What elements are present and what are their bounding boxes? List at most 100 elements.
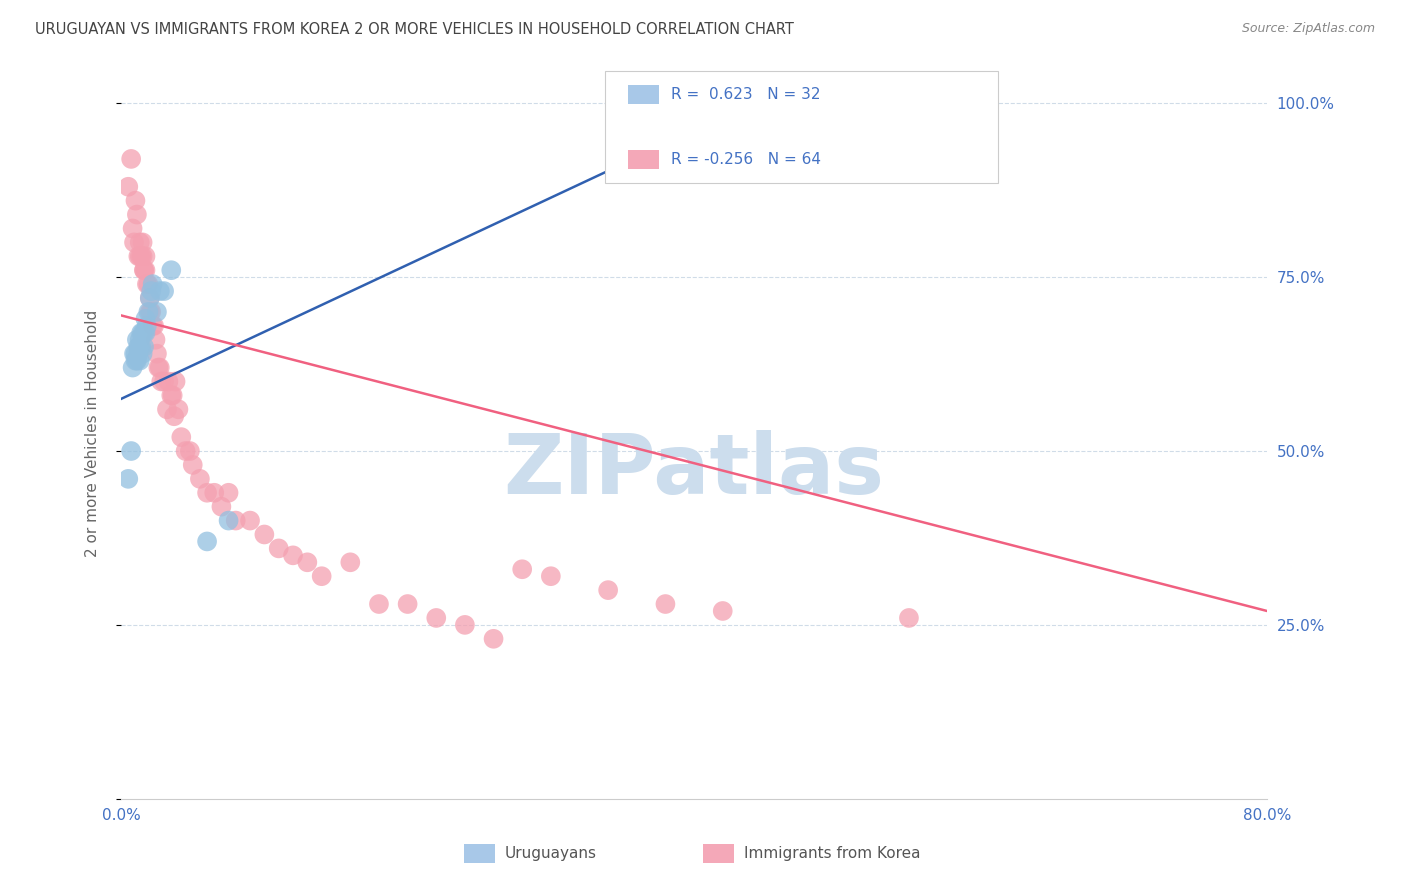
- Point: [132, 263, 155, 277]
- Point: [218, 514, 240, 528]
- Text: Uruguayans: Uruguayans: [505, 847, 596, 861]
- Point: [135, 277, 157, 292]
- Point: [125, 208, 148, 222]
- Point: [143, 318, 166, 333]
- Point: [117, 179, 139, 194]
- Point: [209, 500, 232, 514]
- Point: [141, 305, 163, 319]
- Point: [134, 249, 156, 263]
- Point: [122, 346, 145, 360]
- Point: [160, 388, 183, 402]
- Point: [157, 375, 180, 389]
- Point: [598, 583, 620, 598]
- Point: [142, 277, 165, 292]
- Point: [129, 249, 152, 263]
- Point: [146, 305, 169, 319]
- Point: [132, 326, 155, 340]
- Point: [120, 444, 142, 458]
- Point: [139, 291, 162, 305]
- Text: Immigrants from Korea: Immigrants from Korea: [744, 847, 921, 861]
- Point: [131, 346, 153, 360]
- Point: [131, 235, 153, 250]
- Point: [540, 569, 562, 583]
- Point: [165, 375, 187, 389]
- Point: [218, 485, 240, 500]
- Point: [124, 194, 146, 208]
- Text: R =  0.623   N = 32: R = 0.623 N = 32: [671, 87, 820, 102]
- Point: [267, 541, 290, 556]
- Text: R = -0.256   N = 64: R = -0.256 N = 64: [671, 153, 821, 167]
- Point: [239, 514, 262, 528]
- Point: [146, 346, 169, 360]
- Point: [160, 263, 183, 277]
- Point: [253, 527, 276, 541]
- Point: [149, 284, 172, 298]
- Point: [174, 444, 197, 458]
- Point: [454, 618, 477, 632]
- Point: [134, 263, 156, 277]
- Point: [195, 534, 218, 549]
- Point: [129, 340, 152, 354]
- Point: [396, 597, 419, 611]
- Text: Source: ZipAtlas.com: Source: ZipAtlas.com: [1241, 22, 1375, 36]
- Y-axis label: 2 or more Vehicles in Household: 2 or more Vehicles in Household: [86, 310, 100, 558]
- Point: [149, 360, 172, 375]
- Point: [510, 562, 533, 576]
- Point: [138, 305, 160, 319]
- Point: [127, 249, 149, 263]
- Point: [131, 326, 153, 340]
- Point: [135, 318, 157, 333]
- Point: [145, 333, 167, 347]
- Point: [121, 221, 143, 235]
- Text: ZIPatlas: ZIPatlas: [503, 430, 884, 510]
- Point: [128, 333, 150, 347]
- Point: [128, 340, 150, 354]
- Point: [139, 305, 162, 319]
- Point: [127, 346, 149, 360]
- Point: [128, 235, 150, 250]
- Point: [163, 409, 186, 424]
- Point: [156, 402, 179, 417]
- Point: [897, 611, 920, 625]
- Point: [132, 340, 155, 354]
- Point: [188, 472, 211, 486]
- Point: [368, 597, 391, 611]
- Point: [120, 152, 142, 166]
- Point: [179, 444, 201, 458]
- Point: [339, 555, 361, 569]
- Point: [125, 353, 148, 368]
- Point: [138, 277, 160, 292]
- Point: [129, 326, 152, 340]
- Point: [128, 353, 150, 368]
- Point: [148, 360, 170, 375]
- Point: [297, 555, 319, 569]
- Point: [125, 333, 148, 347]
- Point: [425, 611, 447, 625]
- Point: [121, 360, 143, 375]
- Point: [141, 284, 163, 298]
- Point: [124, 346, 146, 360]
- Point: [281, 549, 304, 563]
- Point: [225, 514, 247, 528]
- Point: [139, 291, 162, 305]
- Point: [134, 311, 156, 326]
- Point: [131, 249, 153, 263]
- Text: URUGUAYAN VS IMMIGRANTS FROM KOREA 2 OR MORE VEHICLES IN HOUSEHOLD CORRELATION C: URUGUAYAN VS IMMIGRANTS FROM KOREA 2 OR …: [35, 22, 794, 37]
- Point: [311, 569, 333, 583]
- Point: [482, 632, 505, 646]
- Point: [711, 604, 734, 618]
- Point: [132, 263, 155, 277]
- Point: [195, 485, 218, 500]
- Point: [654, 597, 676, 611]
- Point: [142, 318, 165, 333]
- Point: [167, 402, 190, 417]
- Point: [122, 235, 145, 250]
- Point: [153, 284, 176, 298]
- Point: [117, 472, 139, 486]
- Point: [150, 375, 173, 389]
- Point: [202, 485, 225, 500]
- Point: [153, 375, 176, 389]
- Point: [128, 249, 150, 263]
- Point: [162, 388, 184, 402]
- Point: [181, 458, 204, 472]
